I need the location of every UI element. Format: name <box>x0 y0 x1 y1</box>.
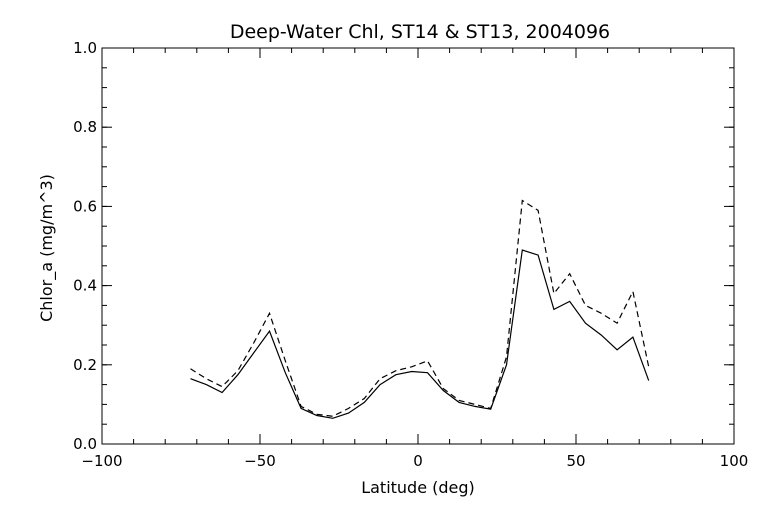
solid-series-line <box>190 249 650 419</box>
y-axis-title: Chlor_a (mg/m^3) <box>37 174 57 322</box>
x-axis: −100 −50 0 50 100 <box>81 48 748 470</box>
plot-frame <box>101 47 735 445</box>
x-axis-title: Latitude (deg) <box>361 478 475 497</box>
series-layer <box>190 199 650 419</box>
y-axis: 0.0 0.2 0.4 0.6 0.8 1.0 <box>73 39 734 453</box>
chart-title: Deep-Water Chl, ST14 & ST13, 2004096 <box>230 21 610 43</box>
y-tick-label: 0.4 <box>73 277 97 295</box>
x-tick-label: −50 <box>244 452 276 470</box>
dashed-series-line <box>190 199 650 417</box>
y-tick-label: 0.0 <box>73 435 97 453</box>
y-tick-label: 0.2 <box>73 356 97 374</box>
x-tick-label: 100 <box>720 452 749 470</box>
x-tick-label: 0 <box>413 452 423 470</box>
y-tick-label: 1.0 <box>73 39 97 57</box>
y-tick-label: 0.8 <box>73 118 97 136</box>
x-tick-label: −100 <box>81 452 122 470</box>
x-tick-label: 50 <box>566 452 585 470</box>
y-tick-label: 0.6 <box>73 197 97 215</box>
